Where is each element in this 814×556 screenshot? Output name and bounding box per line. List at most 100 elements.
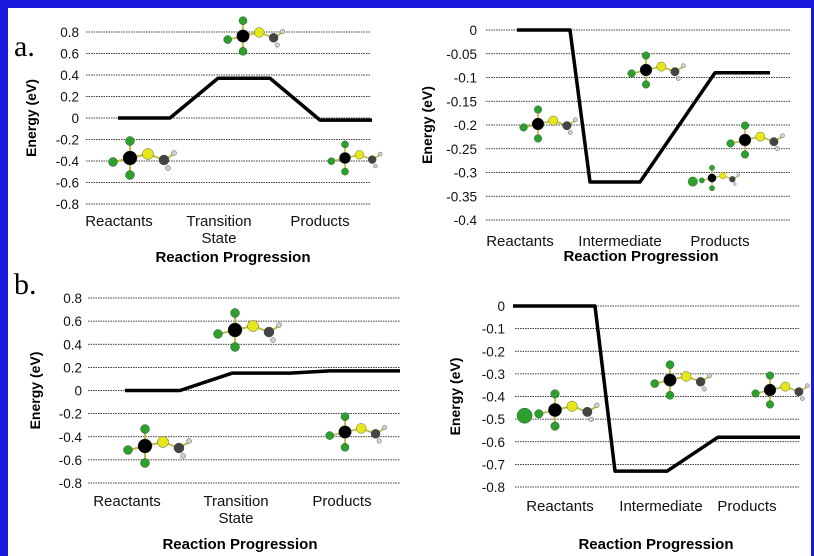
chlorine-atom (642, 80, 650, 89)
hydrogen-atom (180, 453, 186, 459)
panel-label-a: a. (14, 30, 35, 63)
hydrogen-atom (165, 165, 171, 171)
y-axis-label: Energy (eV) (419, 86, 435, 164)
y-tick-label: -0.4 (482, 390, 506, 405)
chlorine-atom (741, 150, 749, 159)
hydrogen-atom (270, 337, 276, 343)
hydrogen-atom (276, 322, 282, 328)
y-tick-label: 0 (497, 299, 505, 314)
y-tick-label: 0.4 (60, 68, 79, 83)
chlorine-atom (698, 177, 705, 184)
y-tick-label: -0.4 (454, 213, 478, 228)
chlorine-atom (340, 412, 350, 421)
carbon-atom (137, 438, 153, 454)
chlorine-atom (123, 445, 133, 455)
y-tick-label: -0.1 (482, 322, 505, 337)
chlorine-atom (534, 105, 542, 114)
chlorine-atom (238, 47, 248, 56)
molecule-icon (687, 164, 741, 192)
x-category-label: Intermediate (578, 233, 661, 250)
x-category-label: Transition (186, 213, 251, 230)
carbon-atom (729, 176, 736, 183)
hydrogen-atom (376, 438, 382, 444)
carbon-atom (738, 133, 752, 147)
y-tick-label: -0.2 (454, 118, 477, 133)
chlorine-atom (341, 167, 349, 176)
y-tick-label: -0.6 (59, 453, 82, 468)
sulfur-atom (356, 423, 367, 434)
chlorine-atom (709, 185, 715, 192)
y-tick-label: -0.5 (482, 412, 505, 427)
y-axis-label: Energy (eV) (447, 358, 463, 436)
carbon-atom (227, 322, 243, 338)
y-tick-label: 0.2 (60, 90, 79, 105)
hydrogen-atom (681, 63, 686, 69)
carbon-atom (582, 406, 593, 417)
x-category-label: Reactants (93, 493, 161, 510)
x-axis-label: Reaction Progression (162, 536, 317, 553)
chlorine-atom (665, 391, 675, 400)
sulfur-atom (157, 436, 169, 448)
y-tick-label: -0.25 (446, 142, 477, 157)
y-tick-label: 0 (74, 384, 82, 399)
molecule-icon (627, 51, 686, 89)
hydrogen-atom (736, 173, 741, 177)
carbon-atom (670, 67, 680, 77)
x-category-label: State (201, 230, 236, 247)
y-tick-label: -0.4 (56, 154, 80, 169)
x-category-label: Intermediate (619, 498, 702, 515)
y-tick-label: -0.6 (56, 176, 79, 191)
sulfur-atom (254, 27, 265, 38)
x-axis-label: Reaction Progression (563, 248, 718, 265)
carbon-atom (338, 425, 352, 439)
chlorine-atom (108, 157, 118, 167)
y-tick-label: -0.35 (446, 189, 477, 204)
y-tick-label: -0.3 (454, 166, 477, 181)
hydrogen-atom (568, 130, 573, 135)
chlorine-atom (213, 329, 223, 339)
carbon-atom (368, 155, 377, 164)
hydrogen-atom (588, 416, 594, 423)
chlorine-atom (766, 371, 774, 380)
hydrogen-atom (378, 151, 383, 157)
sulfur-atom (656, 61, 667, 72)
chlorine-atom (627, 69, 636, 78)
molecule-icon (213, 308, 282, 352)
carbon-atom (548, 403, 562, 417)
chlorine-atom (534, 134, 542, 143)
y-tick-label: -0.1 (454, 71, 477, 86)
x-axis-label: Reaction Progression (155, 249, 310, 266)
x-category-label: Reactants (526, 498, 594, 515)
hydrogen-atom (805, 383, 810, 389)
carbon-atom (236, 29, 250, 43)
y-tick-label: -0.8 (59, 476, 82, 491)
sulfur-atom (719, 172, 727, 180)
x-category-label: Reactants (486, 233, 554, 250)
molecule-icon (650, 360, 713, 400)
y-tick-label: -0.2 (59, 407, 82, 422)
chlorine-atom (766, 400, 774, 409)
chlorine-atom (534, 409, 544, 419)
chlorine-atom (140, 424, 150, 434)
chlorine-atom (550, 421, 560, 431)
molecule-icon (325, 412, 388, 452)
molecule-icon (123, 424, 192, 468)
chlorine-atom (238, 16, 248, 25)
hydrogen-atom (280, 29, 286, 34)
carbon-atom (769, 137, 779, 147)
x-category-label: Products (690, 233, 749, 250)
y-axis-label: Energy (eV) (23, 79, 39, 157)
chlorine-atom (230, 308, 240, 318)
chlorine-atom (230, 342, 240, 352)
carbon-atom (263, 326, 275, 338)
x-category-label: Products (290, 213, 349, 230)
chlorine-atom (642, 51, 650, 60)
carbon-atom (173, 442, 185, 454)
carbon-atom (268, 33, 279, 43)
carbon-atom (158, 154, 170, 166)
y-tick-label: -0.7 (482, 457, 505, 472)
y-axis-label: Energy (eV) (27, 352, 43, 430)
chlorine-atom (327, 157, 336, 165)
sulfur-atom (142, 148, 154, 160)
y-tick-label: -0.2 (482, 344, 505, 359)
